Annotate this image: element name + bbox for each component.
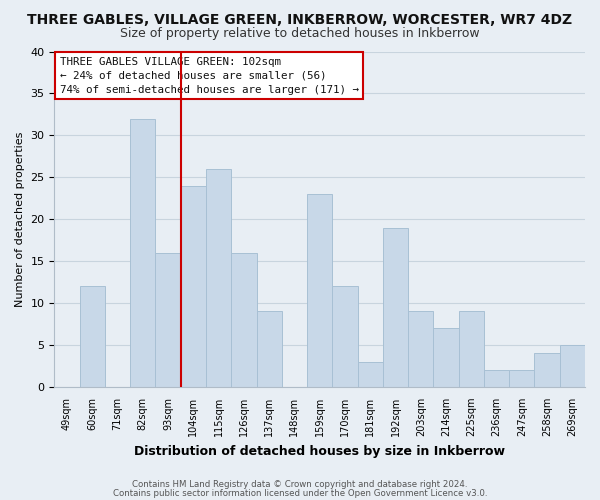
Bar (80, 286, 105, 387)
Bar (383, 228, 408, 387)
Bar (458, 312, 484, 387)
Bar (332, 286, 358, 387)
Bar (155, 253, 181, 387)
Text: THREE GABLES VILLAGE GREEN: 102sqm
← 24% of detached houses are smaller (56)
74%: THREE GABLES VILLAGE GREEN: 102sqm ← 24%… (60, 56, 359, 94)
Bar (535, 354, 560, 387)
Y-axis label: Number of detached properties: Number of detached properties (15, 132, 25, 307)
Bar (181, 186, 206, 387)
Bar (358, 362, 383, 387)
Bar (206, 169, 231, 387)
Bar (433, 328, 458, 387)
Text: Contains HM Land Registry data © Crown copyright and database right 2024.: Contains HM Land Registry data © Crown c… (132, 480, 468, 489)
Bar (408, 312, 433, 387)
Text: THREE GABLES, VILLAGE GREEN, INKBERROW, WORCESTER, WR7 4DZ: THREE GABLES, VILLAGE GREEN, INKBERROW, … (28, 12, 572, 26)
Bar (560, 345, 585, 387)
Bar (257, 312, 282, 387)
Bar (231, 253, 257, 387)
Bar (307, 194, 332, 387)
Bar (509, 370, 535, 387)
Text: Contains public sector information licensed under the Open Government Licence v3: Contains public sector information licen… (113, 488, 487, 498)
Bar (484, 370, 509, 387)
Text: Size of property relative to detached houses in Inkberrow: Size of property relative to detached ho… (120, 28, 480, 40)
X-axis label: Distribution of detached houses by size in Inkberrow: Distribution of detached houses by size … (134, 444, 505, 458)
Bar (130, 118, 155, 387)
